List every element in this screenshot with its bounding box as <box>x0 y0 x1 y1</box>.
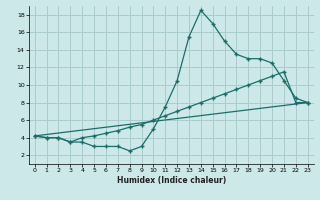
X-axis label: Humidex (Indice chaleur): Humidex (Indice chaleur) <box>116 176 226 185</box>
